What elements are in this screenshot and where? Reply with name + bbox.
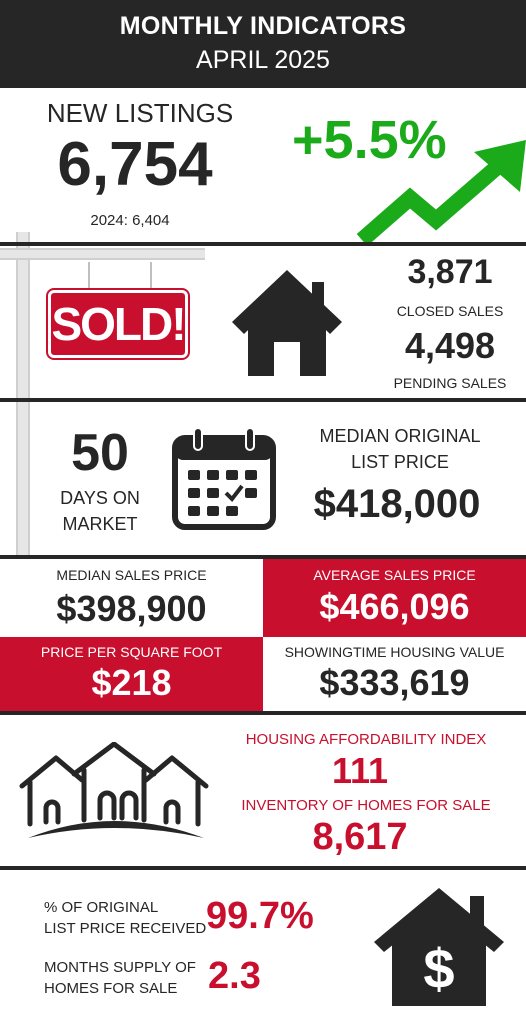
median-list-value: $418,000 bbox=[313, 482, 481, 526]
page-subtitle: APRIL 2025 bbox=[196, 46, 330, 74]
header-banner: MONTHLY INDICATORS APRIL 2025 bbox=[0, 0, 526, 88]
months-supply-label-2: HOMES FOR SALE bbox=[44, 980, 178, 997]
showingtime-cell: SHOWINGTIME HOUSING VALUE $333,619 bbox=[263, 637, 526, 711]
median-sales-label: MEDIAN SALES PRICE bbox=[56, 567, 207, 583]
section-divider bbox=[0, 866, 526, 870]
inventory-label: INVENTORY OF HOMES FOR SALE bbox=[241, 797, 491, 814]
sign-chain-right bbox=[150, 262, 152, 292]
pct-list-label-2: LIST PRICE RECEIVED bbox=[44, 920, 207, 937]
trend-arrow-icon bbox=[356, 140, 526, 244]
days-on-market-label-2: MARKET bbox=[62, 514, 138, 534]
sign-post bbox=[16, 232, 30, 557]
months-supply-value: 2.3 bbox=[208, 955, 261, 997]
affordability-index-value: 111 bbox=[331, 750, 389, 791]
average-sales-label: AVERAGE SALES PRICE bbox=[313, 567, 476, 583]
ppsf-cell: PRICE PER SQUARE FOOT $218 bbox=[0, 637, 263, 711]
pct-list-label-1: % OF ORIGINAL bbox=[44, 899, 159, 916]
showingtime-label: SHOWINGTIME HOUSING VALUE bbox=[284, 644, 505, 660]
svg-text:$: $ bbox=[423, 937, 454, 1000]
median-list-label-1: MEDIAN ORIGINAL bbox=[319, 426, 481, 446]
days-on-market-label-1: DAYS ON bbox=[60, 488, 140, 508]
pending-sales-value: 4,498 bbox=[404, 325, 496, 366]
median-list-label-2: LIST PRICE bbox=[351, 452, 449, 472]
house-dollar-icon: $ bbox=[374, 888, 504, 1006]
ppsf-label: PRICE PER SQUARE FOOT bbox=[40, 644, 223, 660]
houses-row-icon bbox=[19, 742, 209, 838]
page-title: MONTHLY INDICATORS bbox=[119, 12, 407, 40]
showingtime-value: $333,619 bbox=[319, 662, 470, 703]
average-sales-value: $466,096 bbox=[319, 586, 470, 627]
closed-sales-value: 3,871 bbox=[407, 253, 493, 291]
pct-list-value: 99.7% bbox=[206, 895, 314, 937]
section-divider bbox=[0, 242, 526, 246]
section-divider bbox=[0, 398, 526, 402]
sold-sign-icon: SOLD! bbox=[48, 290, 188, 358]
new-listings-value: 6,754 bbox=[57, 130, 213, 199]
median-sales-cell: MEDIAN SALES PRICE $398,900 bbox=[0, 559, 263, 637]
affordability-index-label: HOUSING AFFORDABILITY INDEX bbox=[245, 731, 487, 748]
average-sales-cell: AVERAGE SALES PRICE $466,096 bbox=[263, 559, 526, 637]
inventory-value: 8,617 bbox=[312, 816, 408, 858]
section-divider bbox=[0, 711, 526, 715]
calendar-icon bbox=[172, 427, 276, 530]
pending-sales-label: PENDING SALES bbox=[393, 375, 507, 391]
sign-chain-left bbox=[88, 262, 90, 292]
closed-sales-label: CLOSED SALES bbox=[396, 303, 504, 319]
new-listings-change: +5.5% bbox=[292, 110, 447, 170]
house-icon bbox=[232, 270, 342, 376]
section-divider bbox=[0, 555, 526, 559]
months-supply-label-1: MONTHS SUPPLY OF bbox=[44, 959, 196, 976]
sign-arm bbox=[0, 248, 205, 260]
median-sales-value: $398,900 bbox=[56, 588, 207, 629]
new-listings-label: NEW LISTINGS bbox=[46, 98, 234, 128]
ppsf-value: $218 bbox=[91, 662, 172, 703]
new-listings-prior: 2024: 6,404 bbox=[90, 212, 170, 229]
days-on-market-value: 50 bbox=[71, 424, 129, 482]
